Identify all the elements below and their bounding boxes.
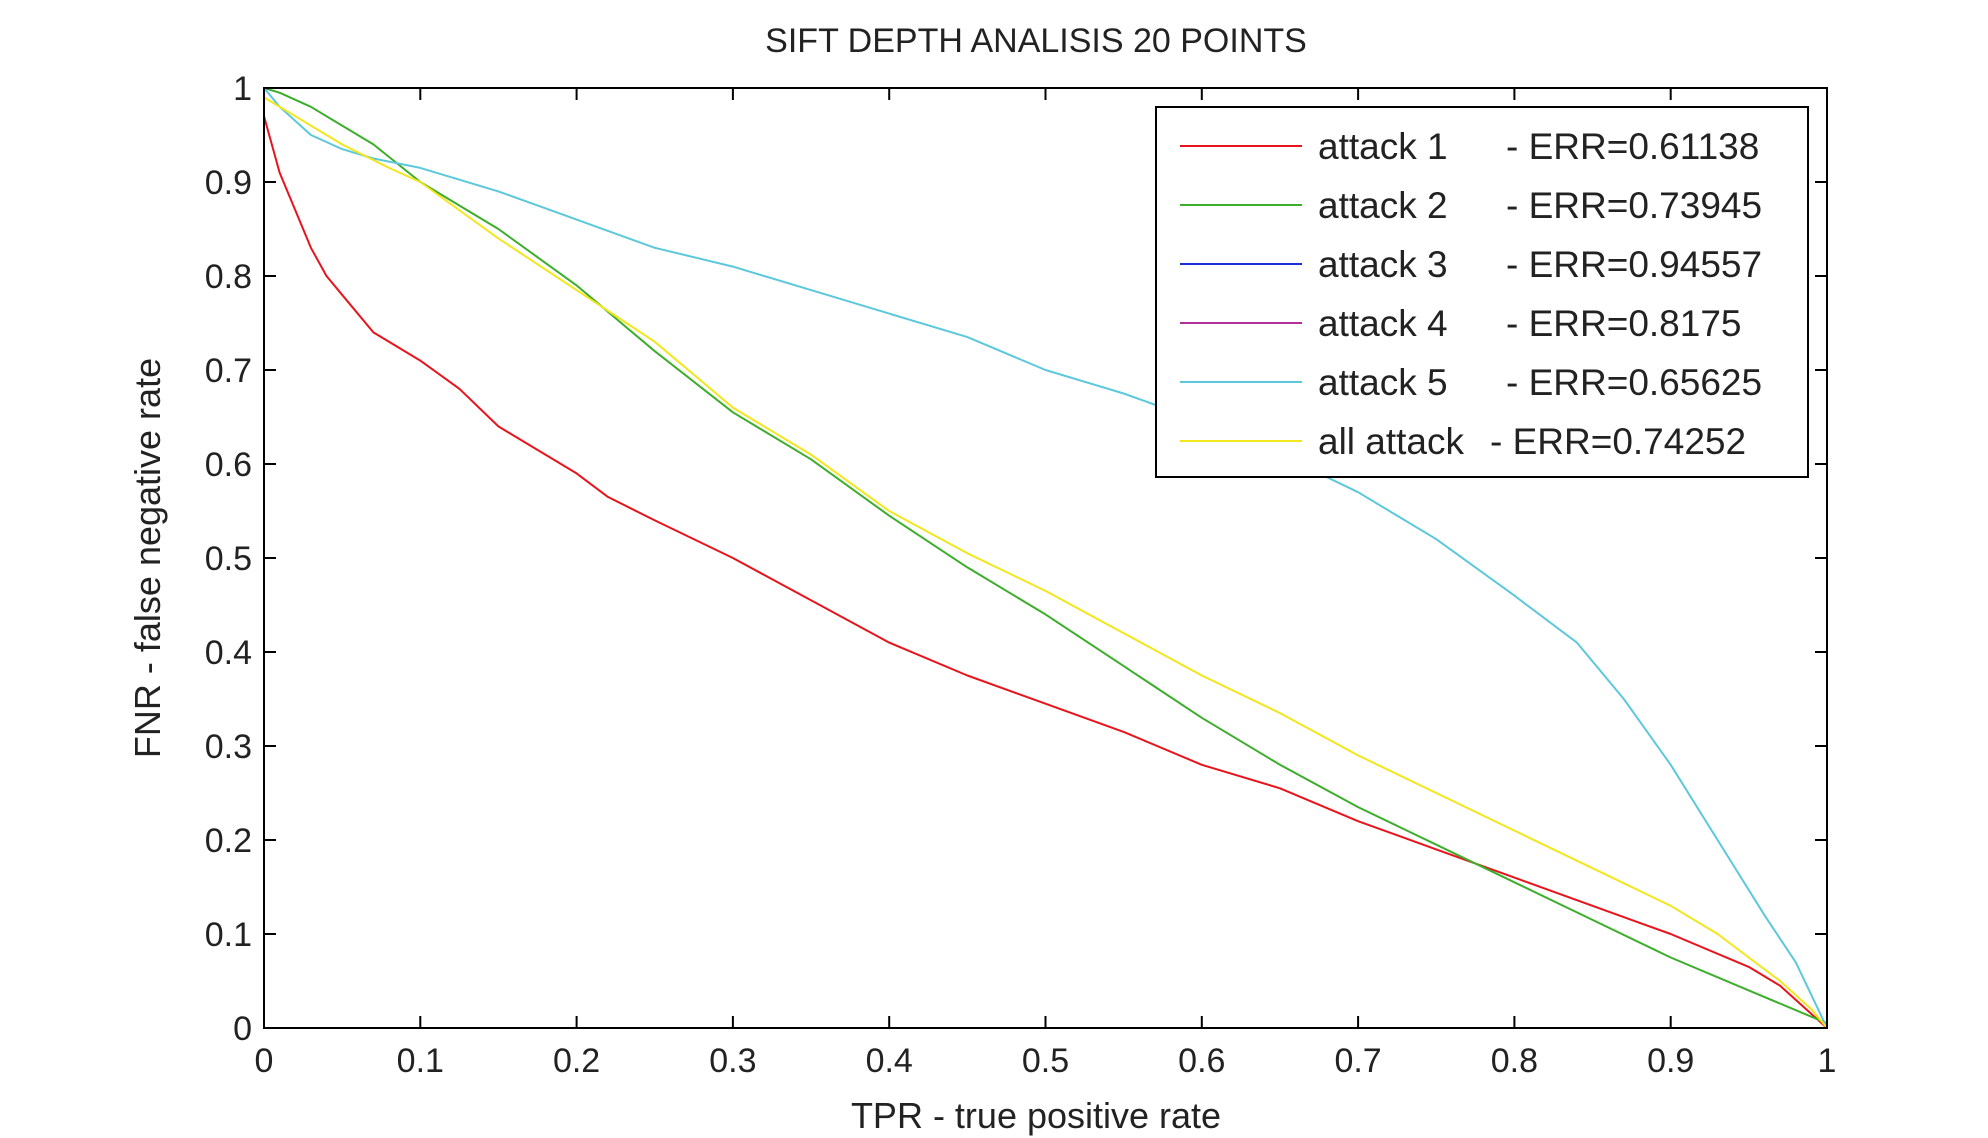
y-axis-label: FNR - false negative rate <box>127 358 168 758</box>
y-tick-label: 0.5 <box>205 540 252 578</box>
y-axis-ticks: 0 0.1 0.2 0.3 0.4 0.5 0.6 0.7 0.8 0.9 1 <box>205 70 1827 1048</box>
legend: attack 1 - ERR=0.61138 attack 2 - ERR=0.739… <box>1155 106 1809 478</box>
legend-entries: attack 1 - ERR=0.61138 attack 2 - ERR=0.739… <box>1180 126 1762 462</box>
chart-title: SIFT DEPTH ANALISIS 20 POINTS <box>765 22 1307 60</box>
x-tick-label: 0.8 <box>1491 1042 1538 1080</box>
x-axis-ticks: 0 0.1 0.2 0.3 0.4 0.5 0.6 0.7 0.8 0.9 1 <box>255 88 1837 1080</box>
x-tick-label: 0.5 <box>1022 1042 1069 1080</box>
series-layer <box>263 87 1828 1029</box>
legend-err: - ERR=0.65625 <box>1506 362 1762 403</box>
legend-label: attack 3 <box>1318 244 1448 285</box>
series-line-6 <box>263 96 1828 1029</box>
x-tick-label: 0 <box>255 1042 274 1080</box>
legend-err: - ERR=0.73945 <box>1506 185 1762 226</box>
legend-label: attack 5 <box>1318 362 1448 403</box>
series-line-5 <box>263 87 1828 1029</box>
x-tick-label: 0.6 <box>1178 1042 1225 1080</box>
y-tick-label: 0.2 <box>205 822 252 860</box>
legend-err: - ERR=0.8175 <box>1506 303 1742 344</box>
y-tick-label: 0 <box>233 1010 252 1048</box>
x-tick-label: 0.7 <box>1334 1042 1381 1080</box>
legend-box <box>1155 106 1809 478</box>
x-tick-label: 0.2 <box>553 1042 600 1080</box>
y-tick-label: 0.4 <box>205 634 252 672</box>
legend-label: attack 2 <box>1318 185 1448 226</box>
series-line-1 <box>263 115 1828 1029</box>
legend-err: - ERR=0.94557 <box>1506 244 1762 285</box>
x-tick-label: 0.3 <box>709 1042 756 1080</box>
y-tick-label: 0.8 <box>205 258 252 296</box>
y-tick-label: 1 <box>233 70 252 108</box>
x-axis-label: TPR - true positive rate <box>851 1095 1221 1136</box>
legend-label: all attack <box>1318 421 1465 462</box>
legend-label: attack 1 <box>1318 126 1448 167</box>
y-tick-label: 0.7 <box>205 352 252 390</box>
x-tick-label: 0.9 <box>1647 1042 1694 1080</box>
y-tick-label: 0.6 <box>205 446 252 484</box>
legend-err: - ERR=0.74252 <box>1490 421 1746 462</box>
x-tick-label: 0.1 <box>397 1042 444 1080</box>
x-tick-label: 0.4 <box>866 1042 913 1080</box>
x-tick-label: 1 <box>1818 1042 1837 1080</box>
y-tick-label: 0.3 <box>205 728 252 766</box>
y-tick-label: 0.9 <box>205 164 252 202</box>
y-tick-label: 0.1 <box>205 916 252 954</box>
legend-err: - ERR=0.61138 <box>1506 126 1759 167</box>
series-line-2 <box>263 87 1828 1025</box>
legend-label: attack 4 <box>1318 303 1448 344</box>
